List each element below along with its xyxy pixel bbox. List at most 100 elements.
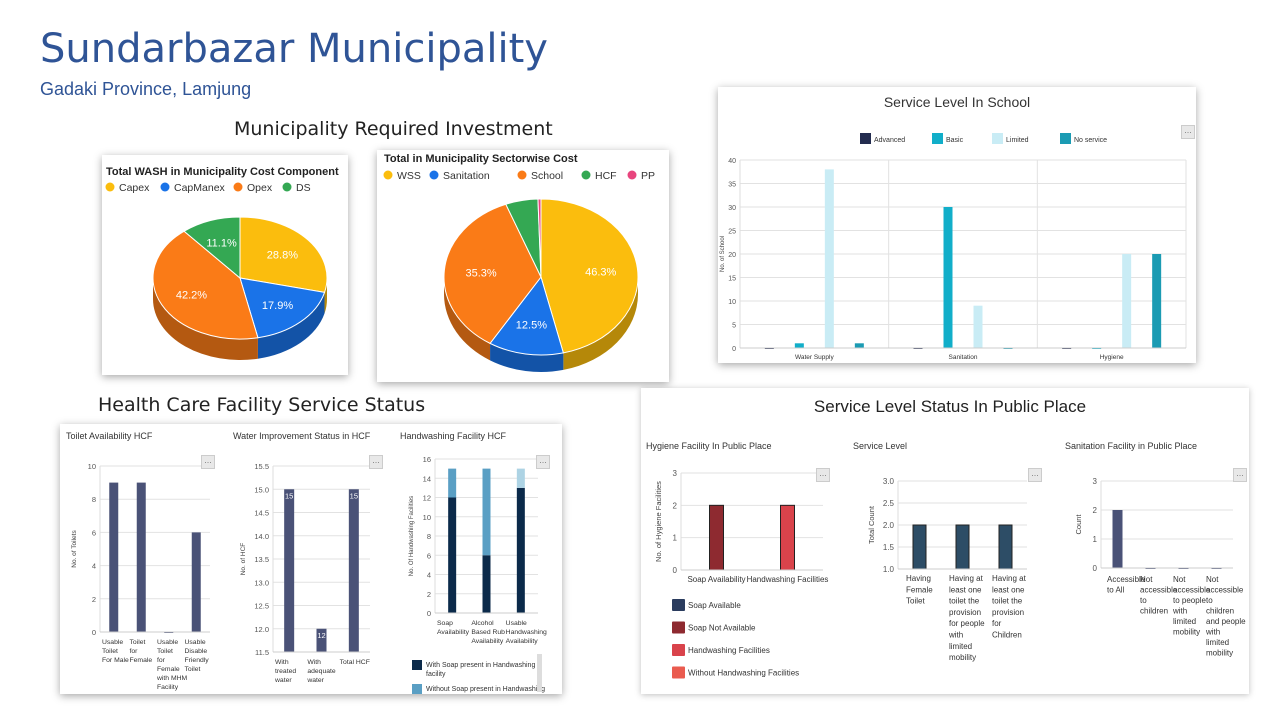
bar-total-hcf	[348, 489, 359, 652]
x-tick-hygiene_public-1: Soap Availability	[687, 575, 745, 584]
pie-slice-capmanex	[239, 277, 326, 339]
water-menu-button[interactable]: …	[369, 455, 383, 469]
sanitation-menu-button[interactable]: …	[1233, 468, 1247, 482]
bar-accessible-to-all	[1112, 510, 1123, 568]
y-tick-handwash_hcf: 14	[423, 474, 431, 483]
page-title: Sundarbazar Municipality	[40, 26, 548, 72]
y-tick-service_public: 2.0	[883, 521, 895, 530]
hygiene-menu-button[interactable]: …	[816, 468, 830, 482]
legend-dot-hcf	[581, 170, 591, 180]
y-axis-label-service_public: Total Count	[867, 505, 876, 544]
public-chart-title: Service Level Status In Public Place	[814, 397, 1086, 416]
bar-segment-1-alcohol-based-rub-availability	[482, 555, 491, 613]
legend-swatch-soap-not-available	[672, 621, 685, 634]
pie-data-label-sanitation: 12.5%	[516, 320, 547, 332]
pie-slice-school	[443, 203, 542, 345]
y-tick-sanitation_public: 0	[1093, 564, 1098, 573]
x-tick-school-2: Sanitation	[949, 354, 978, 361]
public-bar-charts: Service Level Status In Public Place Hygi…	[646, 397, 1246, 679]
bar-basic-sanitation	[943, 207, 953, 348]
legend-swatch-basic	[932, 133, 943, 144]
y-tick-hygiene_public: 2	[673, 501, 678, 510]
pie-data-label-school: 35.3%	[466, 268, 497, 280]
y-tick-water_hcf: 14.0	[254, 532, 269, 541]
y-tick-toilet_hcf: 2	[92, 595, 96, 604]
legend-swatch-advanced	[860, 133, 871, 144]
chart-title-service_public: Service Level	[853, 441, 907, 451]
toilet-menu-button[interactable]: …	[201, 455, 215, 469]
y-axis-label-sanitation_public: Count	[1074, 514, 1083, 535]
x-tick-sanitation_public-1: Accessible to All	[1107, 575, 1146, 595]
y-tick-water_hcf: 12.5	[254, 602, 269, 611]
legend-label-pp: PP	[641, 170, 655, 182]
y-tick-service_public: 3.0	[883, 477, 895, 486]
y-tick-toilet_hcf: 4	[92, 562, 96, 571]
pie-side-school	[444, 277, 491, 361]
y-tick-hygiene_public: 0	[673, 566, 678, 575]
y-tick-handwash_hcf: 0	[427, 609, 431, 618]
legend-label-limited: Limited	[1006, 137, 1029, 144]
x-tick-hygiene_public-2: Handwashing Facilities	[747, 575, 829, 584]
x-tick-handwash_hcf-2: Alcohol Based Rub Availability	[471, 620, 505, 645]
legend-dot-ds	[282, 182, 292, 192]
y-tick-toilet_hcf: 0	[92, 628, 96, 637]
y-tick-service_public: 2.5	[883, 499, 895, 508]
x-tick-water_hcf-3: Total HCF	[340, 659, 370, 666]
legend-dot-opex	[233, 182, 243, 192]
y-tick-school: 0	[732, 346, 736, 353]
y-tick-toilet_hcf: 10	[88, 462, 96, 471]
hcf-bar-charts: Toilet Availability HCF 0 2 4 6 8 10 No. of Toi…	[66, 431, 547, 702]
service-menu-button[interactable]: …	[1028, 468, 1042, 482]
legend-swatch-limited	[992, 133, 1003, 144]
chart-title-water_hcf: Water Improvement Status in HCF	[233, 431, 371, 441]
handwash-menu-button[interactable]: …	[536, 455, 550, 469]
legend-scrollbar[interactable]	[537, 654, 542, 692]
data-label-with-treated-water: 15	[285, 491, 293, 500]
bar-with-adequate-water	[316, 628, 327, 652]
y-tick-handwash_hcf: 16	[423, 455, 431, 464]
y-tick-water_hcf: 15.0	[254, 485, 269, 494]
page-subtitle: Gadaki Province, Lamjung	[40, 79, 252, 99]
y-tick-sanitation_public: 1	[1093, 535, 1098, 544]
pie-title: Total WASH in Municipality Cost Componen…	[106, 166, 339, 178]
sector-cost-panel: Total in Municipality Sectorwise Cost WSS…	[377, 150, 669, 382]
x-tick-service_public-3: Having at least one toilet the provision for…	[992, 574, 1027, 640]
legend-label-advanced: Advanced	[874, 137, 905, 144]
bar-no-service-hygiene	[1152, 254, 1162, 348]
legend-swatch-handwashing-facilities	[672, 644, 685, 656]
bar-having-at-least-one-toilet-the-provision-for-children	[998, 524, 1013, 570]
pie-data-label-ds: 11.1%	[206, 237, 237, 249]
legend-label-capmanex: CapManex	[174, 182, 226, 194]
y-tick-water_hcf: 13.5	[254, 555, 269, 564]
school-menu-button[interactable]: …	[1181, 125, 1195, 139]
y-tick-school: 15	[728, 276, 736, 283]
legend-dot-wss	[383, 170, 393, 180]
legend-label-handwashing-facilities: Handwashing Facilities	[688, 646, 770, 655]
y-tick-school: 40	[728, 158, 736, 165]
x-tick-handwash_hcf-1: Soap Availability	[437, 620, 470, 636]
y-tick-water_hcf: 14.5	[254, 509, 269, 518]
y-tick-toilet_hcf: 8	[92, 495, 96, 504]
y-axis-label-hygiene_public: No. of Hygiene Facilities	[654, 481, 663, 562]
wash-cost-panel: Total WASH in Municipality Cost Componen…	[102, 155, 348, 375]
y-tick-school: 25	[728, 229, 736, 236]
y-tick-handwash_hcf: 8	[427, 532, 431, 541]
legend-swatch-soap-available	[672, 599, 685, 611]
y-tick-water_hcf: 11.5	[255, 648, 269, 657]
bar-basic-water-supply	[794, 343, 804, 348]
legend-swatch-handwash-1	[412, 660, 422, 670]
legend-dot-capex	[105, 182, 115, 192]
y-tick-school: 5	[732, 323, 736, 330]
bar-with-treated-water	[284, 489, 295, 652]
data-label-with-adequate-water: 12	[317, 631, 325, 640]
pie-data-label-capex: 28.8%	[267, 250, 298, 262]
wash-cost-pie-chart: Total WASH in Municipality Cost Componen…	[105, 166, 339, 360]
sector-cost-pie-chart: Total in Municipality Sectorwise Cost WSS…	[383, 153, 655, 372]
bar-toilet-for-female	[136, 482, 146, 632]
x-tick-toilet_hcf-3: Usable Toilet for Female with MHM Facility	[156, 639, 188, 691]
legend-label-wss: WSS	[397, 170, 421, 182]
y-tick-school: 20	[728, 252, 736, 259]
x-tick-school-1: Water Supply	[795, 354, 835, 361]
y-axis-label-water_hcf: No. of HCF	[240, 543, 247, 576]
bar-segment-2-soap-availability	[448, 468, 457, 498]
